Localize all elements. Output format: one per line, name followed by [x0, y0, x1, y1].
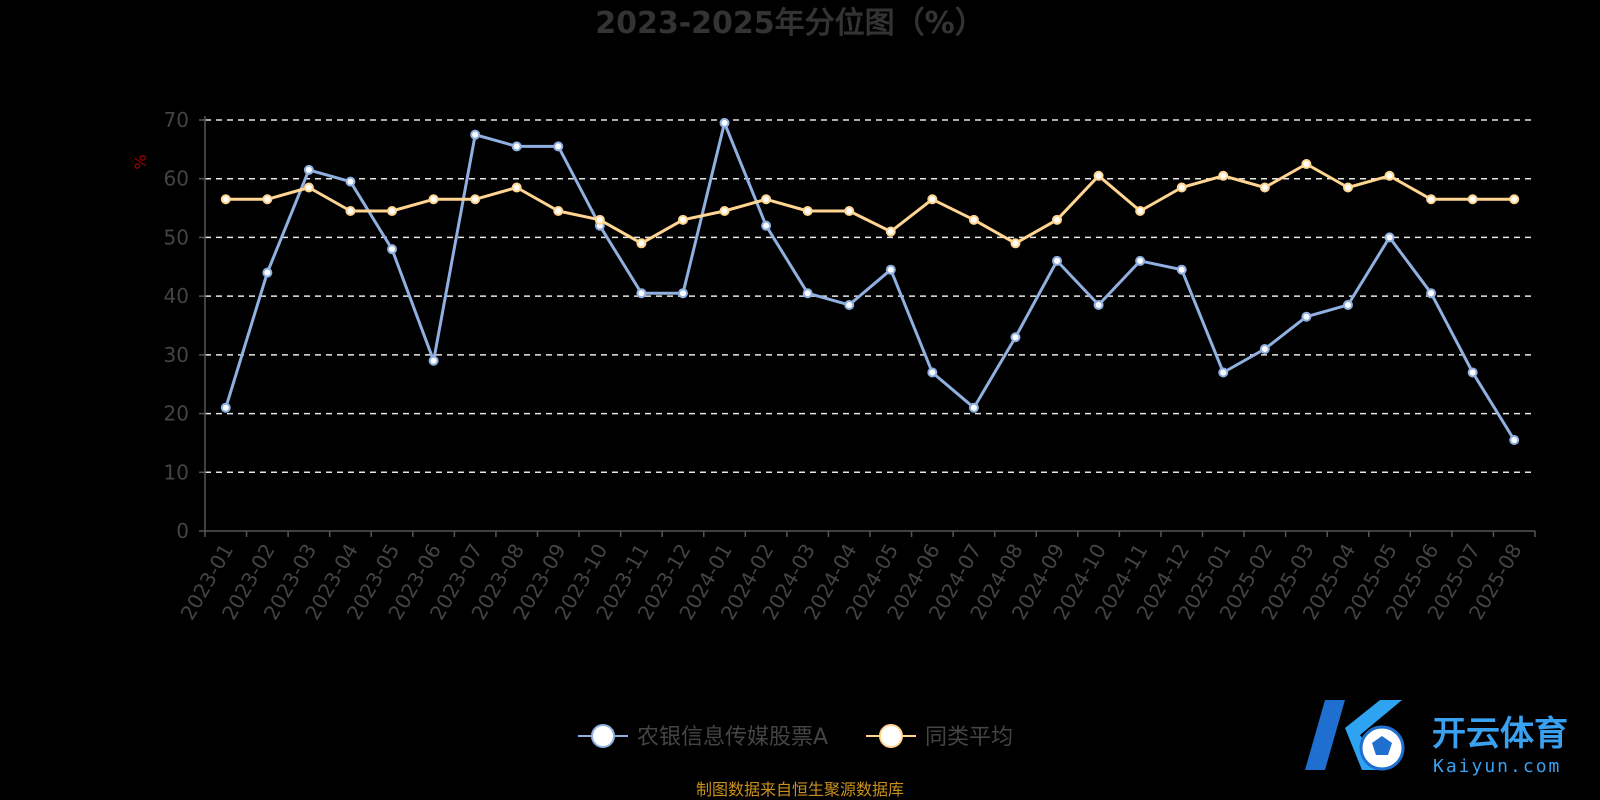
data-point-s0-2024-10	[1093, 299, 1104, 310]
y-tick-labels: 0 10 20 30 40 50 60 70	[164, 108, 189, 543]
source-note: 制图数据来自恒生聚源数据库	[696, 780, 904, 799]
data-point-s0-2023-12	[677, 288, 688, 299]
data-point-s0-2025-08	[1509, 434, 1520, 445]
data-point-s0-2024-05	[885, 264, 896, 275]
data-point-s1-2024-04	[844, 206, 855, 217]
data-point-s1-2023-10	[594, 214, 605, 225]
data-point-s1-2024-07	[968, 214, 979, 225]
data-point-s0-2023-04	[345, 176, 356, 187]
data-point-s1-2025-05	[1384, 170, 1395, 181]
data-point-s0-2024-02	[761, 220, 772, 231]
data-point-s0-2025-06	[1426, 288, 1437, 299]
legend-item-category-average[interactable]: 同类平均	[866, 724, 1013, 750]
data-point-s1-2024-05	[885, 226, 896, 237]
data-point-s1-2025-02	[1259, 182, 1270, 193]
data-point-s1-2023-06	[428, 194, 439, 205]
data-point-s0-2025-04	[1342, 299, 1353, 310]
x-tick-labels: 2023-012023-022023-032023-042023-052023-…	[176, 540, 1527, 624]
series-line-1	[225, 162, 1515, 245]
data-point-s1-2024-01	[719, 206, 730, 217]
data-point-s0-2025-07	[1467, 367, 1478, 378]
data-point-s1-2023-08	[511, 182, 522, 193]
data-point-s0-2023-06	[428, 355, 439, 366]
data-point-s0-2024-04	[844, 299, 855, 310]
data-point-s1-2025-03	[1301, 159, 1312, 170]
y-tick-label-50: 50	[164, 225, 189, 249]
data-point-s1-2025-04	[1342, 182, 1353, 193]
data-point-s0-2023-01	[220, 402, 231, 413]
data-point-s1-2025-01	[1218, 170, 1229, 181]
y-tick-label-30: 30	[164, 343, 189, 367]
series-lines	[220, 117, 1520, 445]
legend-marker-fund	[591, 724, 615, 748]
data-point-s1-2023-02	[262, 194, 273, 205]
series-line-0	[224, 121, 1516, 441]
data-point-s1-2023-05	[387, 206, 398, 217]
data-point-s1-2023-09	[553, 206, 564, 217]
data-point-s1-2023-01	[220, 194, 231, 205]
data-point-s0-2024-07	[968, 402, 979, 413]
data-point-s1-2025-06	[1426, 194, 1437, 205]
data-point-s1-2024-08	[1010, 238, 1021, 249]
data-point-s0-2023-03	[303, 164, 314, 175]
data-point-s0-2024-11	[1135, 255, 1146, 266]
data-point-s1-2023-07	[470, 194, 481, 205]
legend-item-fund[interactable]: 农银信息传媒股票A	[578, 724, 828, 750]
legend-marker-average	[879, 724, 903, 748]
watermark-brand: 开云体育	[1432, 714, 1568, 754]
grid-lines	[205, 119, 1535, 474]
data-point-s1-2024-09	[1052, 214, 1063, 225]
watermark-domain: Kaiyun.com	[1433, 756, 1561, 777]
data-point-s1-2023-04	[345, 206, 356, 217]
data-point-s0-2023-09	[553, 141, 564, 152]
data-point-s0-2025-05	[1384, 232, 1395, 243]
data-point-s1-2024-06	[927, 194, 938, 205]
data-point-s0-2025-02	[1259, 343, 1270, 354]
data-point-s1-2025-08	[1509, 194, 1520, 205]
data-point-s1-2024-12	[1176, 182, 1187, 193]
watermark-logo: 开云体育 Kaiyun.com	[1305, 700, 1568, 777]
legend-label-fund: 农银信息传媒股票A	[637, 725, 828, 750]
data-point-s0-2023-05	[387, 244, 398, 255]
y-tick-label-40: 40	[164, 284, 189, 308]
data-point-s0-2024-12	[1176, 264, 1187, 275]
data-point-s0-2024-08	[1010, 332, 1021, 343]
y-tick-label-10: 10	[164, 460, 189, 484]
legend[interactable]: 农银信息传媒股票A 同类平均	[578, 724, 1013, 750]
data-point-s1-2025-07	[1467, 194, 1478, 205]
legend-label-average: 同类平均	[925, 725, 1013, 750]
data-point-s0-2024-03	[802, 288, 813, 299]
data-point-s1-2024-03	[802, 206, 813, 217]
y-tick-label-20: 20	[164, 402, 189, 426]
data-point-s0-2023-08	[511, 141, 522, 152]
axes	[199, 116, 1536, 537]
data-point-s1-2023-12	[677, 214, 688, 225]
data-point-s0-2023-07	[470, 129, 481, 140]
kaiyun-logo-icon	[1305, 700, 1405, 771]
data-point-s1-2024-10	[1093, 170, 1104, 181]
data-point-s1-2024-11	[1135, 206, 1146, 217]
data-point-s0-2023-02	[262, 267, 273, 278]
data-point-s1-2023-03	[303, 182, 314, 193]
data-point-s0-2024-09	[1052, 255, 1063, 266]
y-tick-label-60: 60	[164, 167, 189, 191]
chart-title: 2023-2025年分位图（%）	[595, 6, 985, 41]
y-tick-label-70: 70	[164, 108, 189, 132]
data-point-s0-2024-01	[719, 117, 730, 128]
data-point-s1-2024-02	[761, 194, 772, 205]
data-point-s0-2025-03	[1301, 311, 1312, 322]
y-axis-label: %	[131, 154, 150, 169]
data-point-s1-2023-11	[636, 238, 647, 249]
data-point-s0-2025-01	[1218, 367, 1229, 378]
data-point-s0-2023-11	[636, 288, 647, 299]
data-point-s0-2024-06	[927, 367, 938, 378]
y-tick-label-0: 0	[176, 519, 189, 543]
